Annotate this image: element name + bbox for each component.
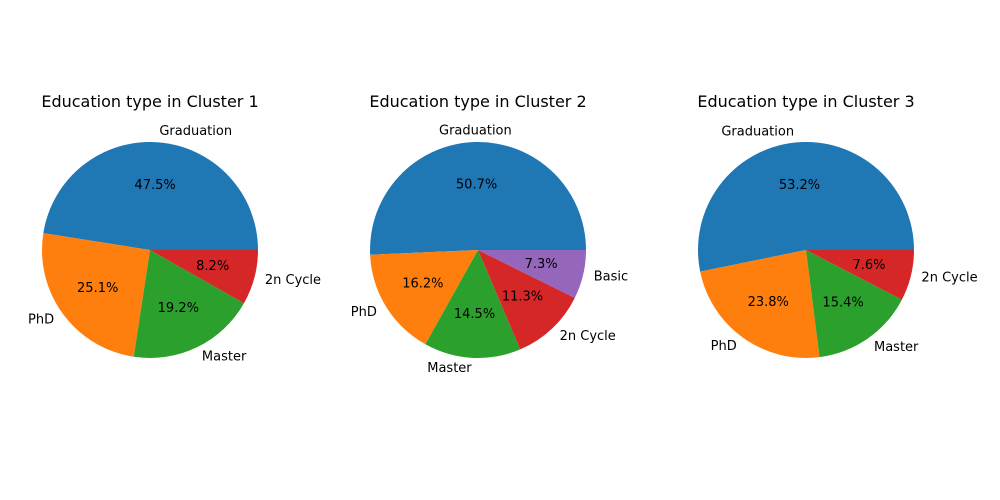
percent-label-master: 14.5%	[454, 307, 495, 322]
slice-label-master: Master	[427, 361, 472, 376]
slice-label-phd: PhD	[351, 305, 377, 320]
percent-label-graduation: 53.2%	[779, 178, 820, 193]
percent-label-phd: 23.8%	[748, 295, 789, 310]
slice-label-basic: Basic	[594, 270, 628, 285]
chart-title: Education type in Cluster 2	[369, 92, 586, 111]
slice-label-master: Master	[202, 349, 247, 364]
percent-label-phd: 16.2%	[402, 277, 443, 292]
slice-label-graduation: Graduation	[159, 124, 232, 139]
chart-title: Education type in Cluster 1	[41, 92, 258, 111]
percent-label-master: 15.4%	[822, 296, 863, 311]
pie-slice-master	[133, 250, 244, 358]
chart-title: Education type in Cluster 3	[697, 92, 914, 111]
pie-chart-cluster-3: Graduation 53.2% PhD 23.8% Master 15.4% 2n Cyc…	[697, 92, 978, 358]
percent-label-phd: 25.1%	[77, 281, 118, 296]
percent-label-master: 19.2%	[158, 301, 199, 316]
pie-chart-cluster-1: Graduation 47.5% PhD 25.1% Master 19.2% 2n Cyc…	[28, 92, 321, 364]
percent-label-graduation: 50.7%	[456, 178, 497, 193]
pie-slice-graduation	[698, 141, 914, 272]
percent-label-2n-cycle: 8.2%	[196, 259, 229, 274]
slice-label-phd: PhD	[711, 339, 737, 354]
pie-slice-master	[425, 250, 521, 358]
slice-label-master: Master	[874, 340, 919, 355]
percent-label-2n-cycle: 7.6%	[852, 258, 885, 273]
slice-label-2n-cycle: 2n Cycle	[265, 273, 321, 288]
slice-label-graduation: Graduation	[439, 124, 512, 139]
pie-slice-master	[806, 250, 902, 358]
slice-label-phd: PhD	[28, 313, 54, 328]
percent-label-graduation: 47.5%	[134, 178, 175, 193]
pie-chart-cluster-2: Graduation 50.7% PhD 16.2% Master 14.5% 2n Cyc…	[351, 92, 628, 376]
pie-slice-2n-cycle	[150, 250, 258, 304]
slice-label-2n-cycle: 2n Cycle	[560, 329, 616, 344]
percent-label-2n-cycle: 11.3%	[502, 290, 543, 305]
pie-slice-graduation	[370, 141, 586, 255]
pie-slice-2n-cycle	[478, 250, 575, 350]
pie-slice-phd	[700, 250, 820, 358]
pie-slice-phd	[370, 250, 478, 345]
slice-label-graduation: Graduation	[721, 124, 794, 139]
percent-label-basic: 7.3%	[525, 257, 558, 272]
slice-label-2n-cycle: 2n Cycle	[921, 271, 977, 286]
pie-slice-basic	[478, 250, 586, 298]
pie-slice-2n-cycle	[806, 250, 914, 300]
pie-slice-graduation	[43, 142, 259, 250]
pie-slice-phd	[42, 233, 150, 357]
